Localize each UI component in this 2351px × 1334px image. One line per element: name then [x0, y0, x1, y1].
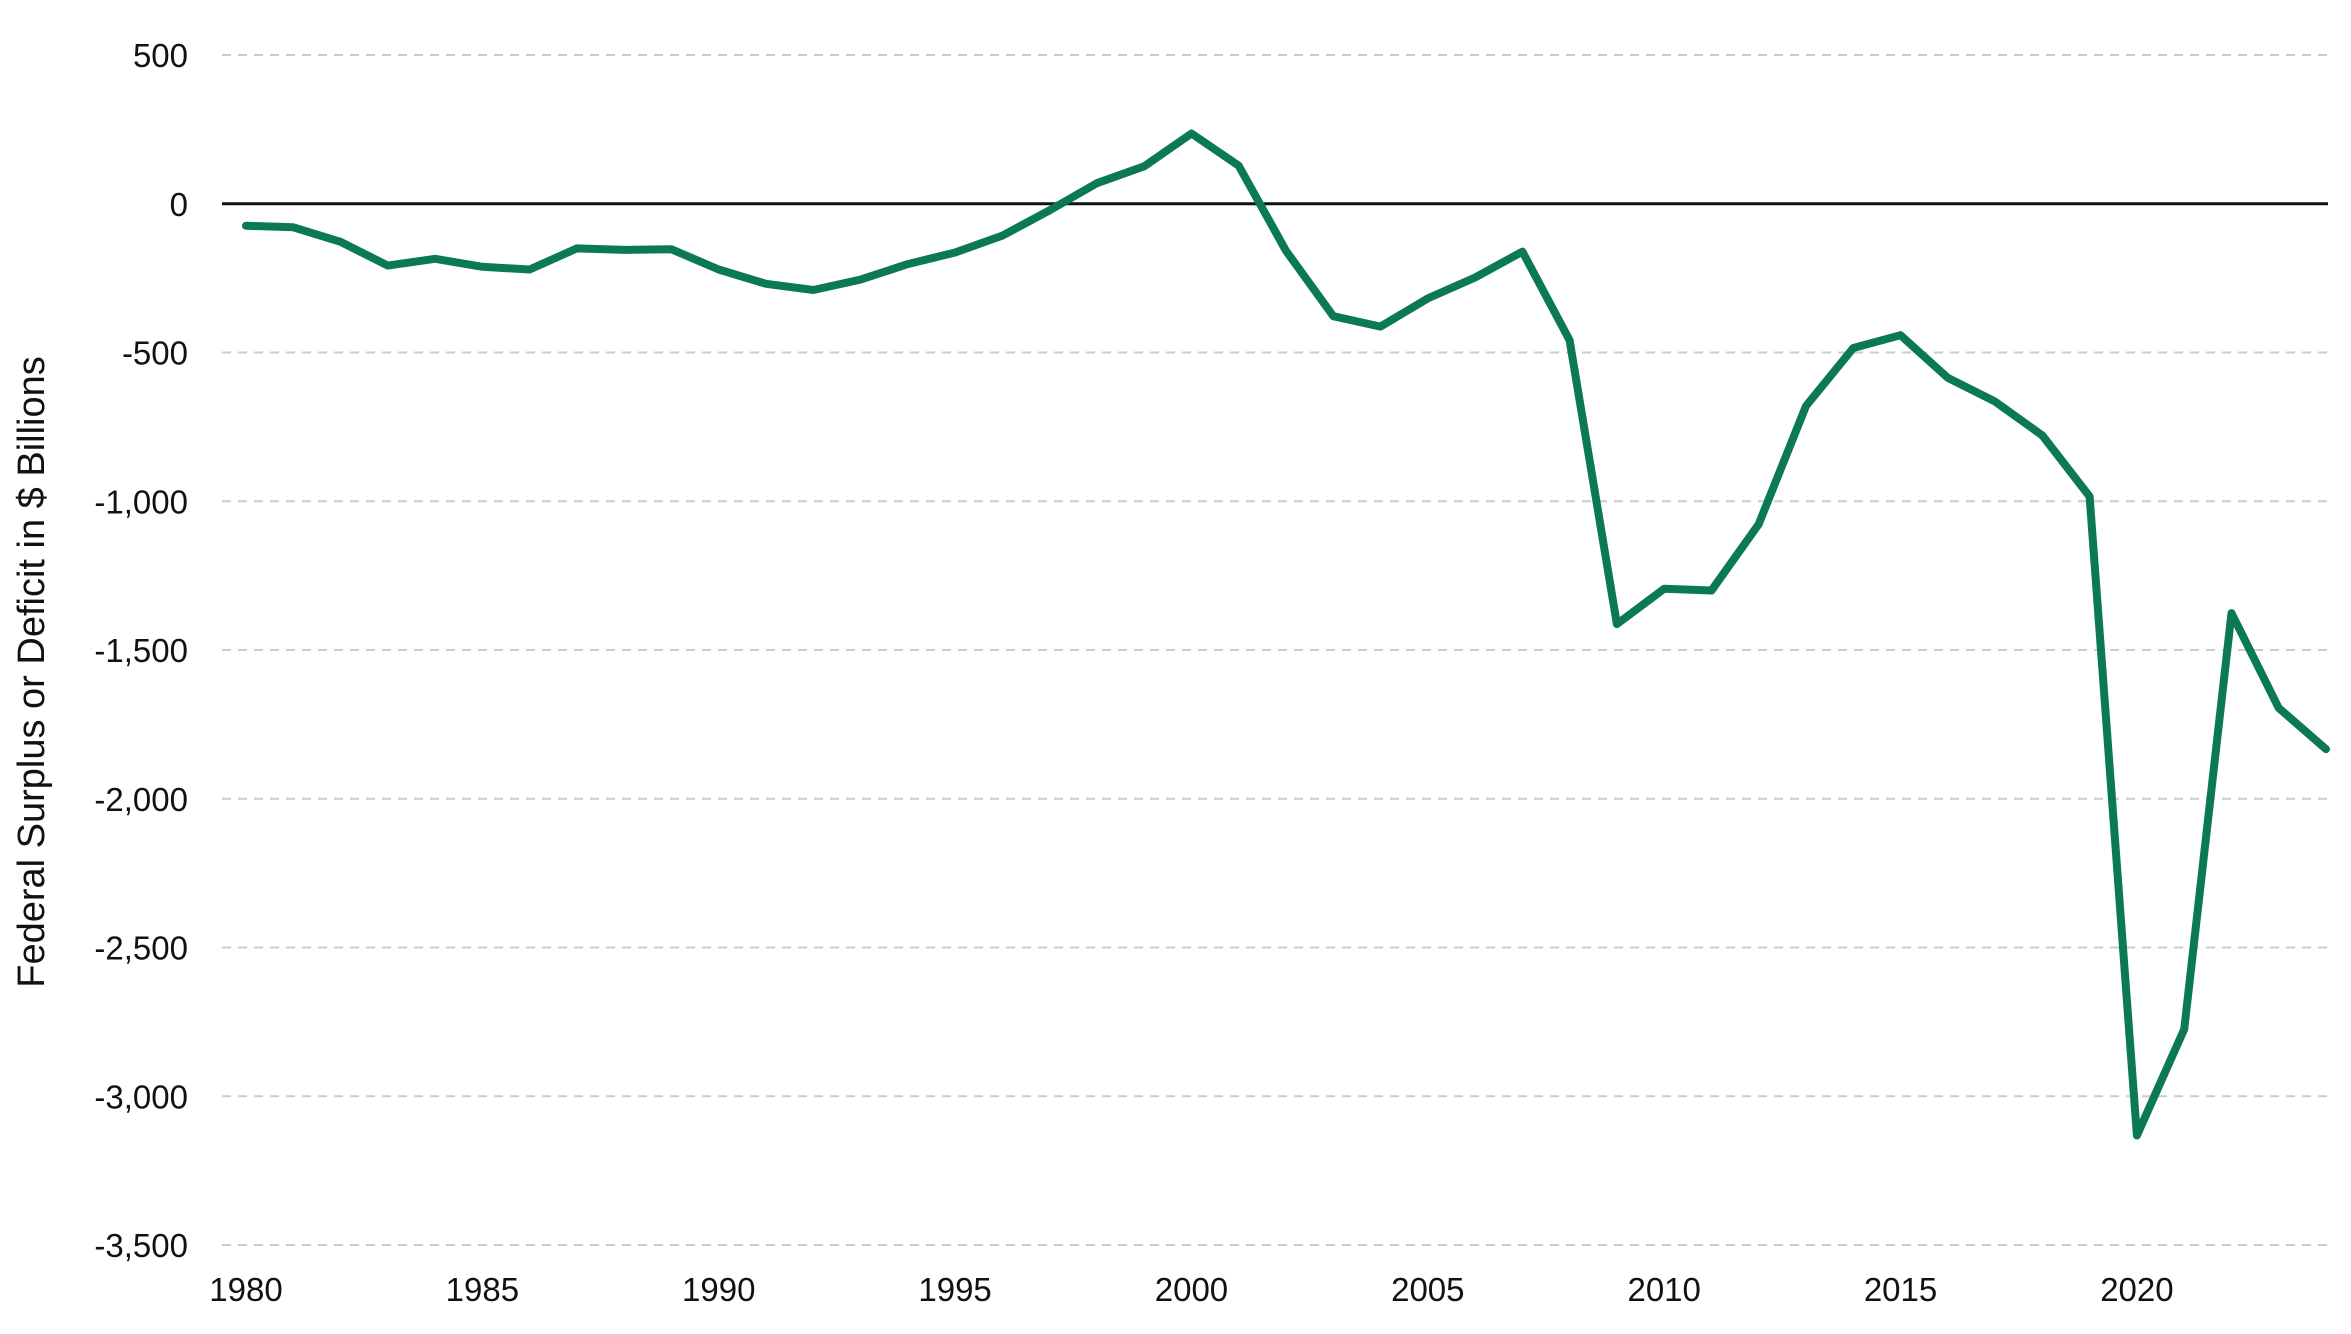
y-tick-label: -3,500 — [94, 1227, 188, 1264]
x-axis-ticks: 1980 1985 1990 1995 2000 2005 2010 2015 2020 — [209, 1271, 2173, 1308]
x-tick-label: 2015 — [1864, 1271, 1937, 1308]
y-tick-label: -1,000 — [94, 483, 188, 520]
y-tick-label: 500 — [133, 37, 188, 74]
x-tick-label: 1990 — [682, 1271, 755, 1308]
y-tick-label: -2,000 — [94, 781, 188, 818]
x-tick-label: 2005 — [1391, 1271, 1464, 1308]
y-axis-title: Federal Surplus or Deficit in $ Billions — [11, 356, 53, 988]
series-line — [242, 129, 2330, 1140]
x-tick-label: 1985 — [446, 1271, 519, 1308]
x-tick-label: 2010 — [1627, 1271, 1700, 1308]
y-axis-ticks: 500 0 -500 -1,000 -1,500 -2,000 -2,500 -3,000 -3… — [94, 37, 188, 1264]
y-tick-label: -2,500 — [94, 930, 188, 967]
y-tick-label: -500 — [122, 335, 188, 372]
series-layer — [242, 129, 2330, 1140]
y-tick-label: -3,000 — [94, 1078, 188, 1115]
x-tick-label: 2000 — [1155, 1271, 1228, 1308]
x-tick-label: 2020 — [2100, 1271, 2173, 1308]
x-tick-label: 1980 — [209, 1271, 282, 1308]
y-tick-label: 0 — [170, 186, 188, 223]
y-tick-label: -1,500 — [94, 632, 188, 669]
x-tick-label: 1995 — [918, 1271, 991, 1308]
